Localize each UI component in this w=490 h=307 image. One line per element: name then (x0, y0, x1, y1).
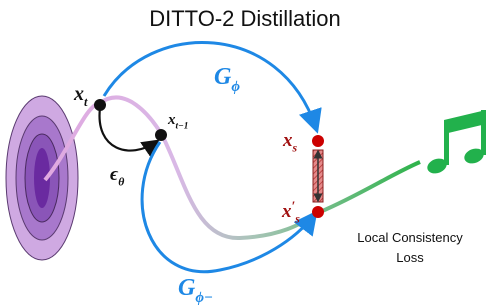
math-label: xt−1 (167, 112, 188, 132)
music-note (425, 110, 486, 176)
diagram: DITTO-2 Distillation xtxt−1ϵθGϕGϕ−xsx′s … (0, 0, 490, 307)
label-sub: ϕ− (195, 290, 213, 306)
noise-distribution (6, 96, 78, 260)
title: DITTO-2 Distillation (149, 6, 341, 31)
trajectory (45, 97, 420, 238)
label-base: x (73, 83, 84, 105)
point-x-s-prime (312, 206, 324, 218)
label-base: G (214, 64, 232, 90)
label-sub: s (292, 142, 298, 155)
label-base: G (178, 275, 196, 301)
teacher-arrow (104, 42, 316, 128)
point-x-t (94, 99, 106, 111)
loss-label: Local Consistency (357, 230, 463, 245)
math-label: xt (73, 83, 88, 109)
label-sup: ′ (292, 198, 296, 213)
label-base: x (281, 201, 292, 222)
label-sub: t−1 (176, 122, 189, 132)
label-sub: θ (118, 176, 124, 189)
math-label: xs (282, 130, 298, 155)
loss-label: Loss (396, 250, 424, 265)
math-label: Gϕ− (178, 275, 213, 306)
math-label: Gϕ (214, 64, 240, 95)
point-x-t-1 (155, 129, 167, 141)
label-sub: ϕ (231, 79, 240, 95)
point-x-s (312, 135, 324, 147)
math-label: ϵθ (110, 164, 124, 189)
label-base: x (282, 130, 293, 151)
math-label: x′s (281, 198, 300, 225)
label-sub: s (294, 213, 300, 226)
label-sub: t (84, 95, 88, 109)
